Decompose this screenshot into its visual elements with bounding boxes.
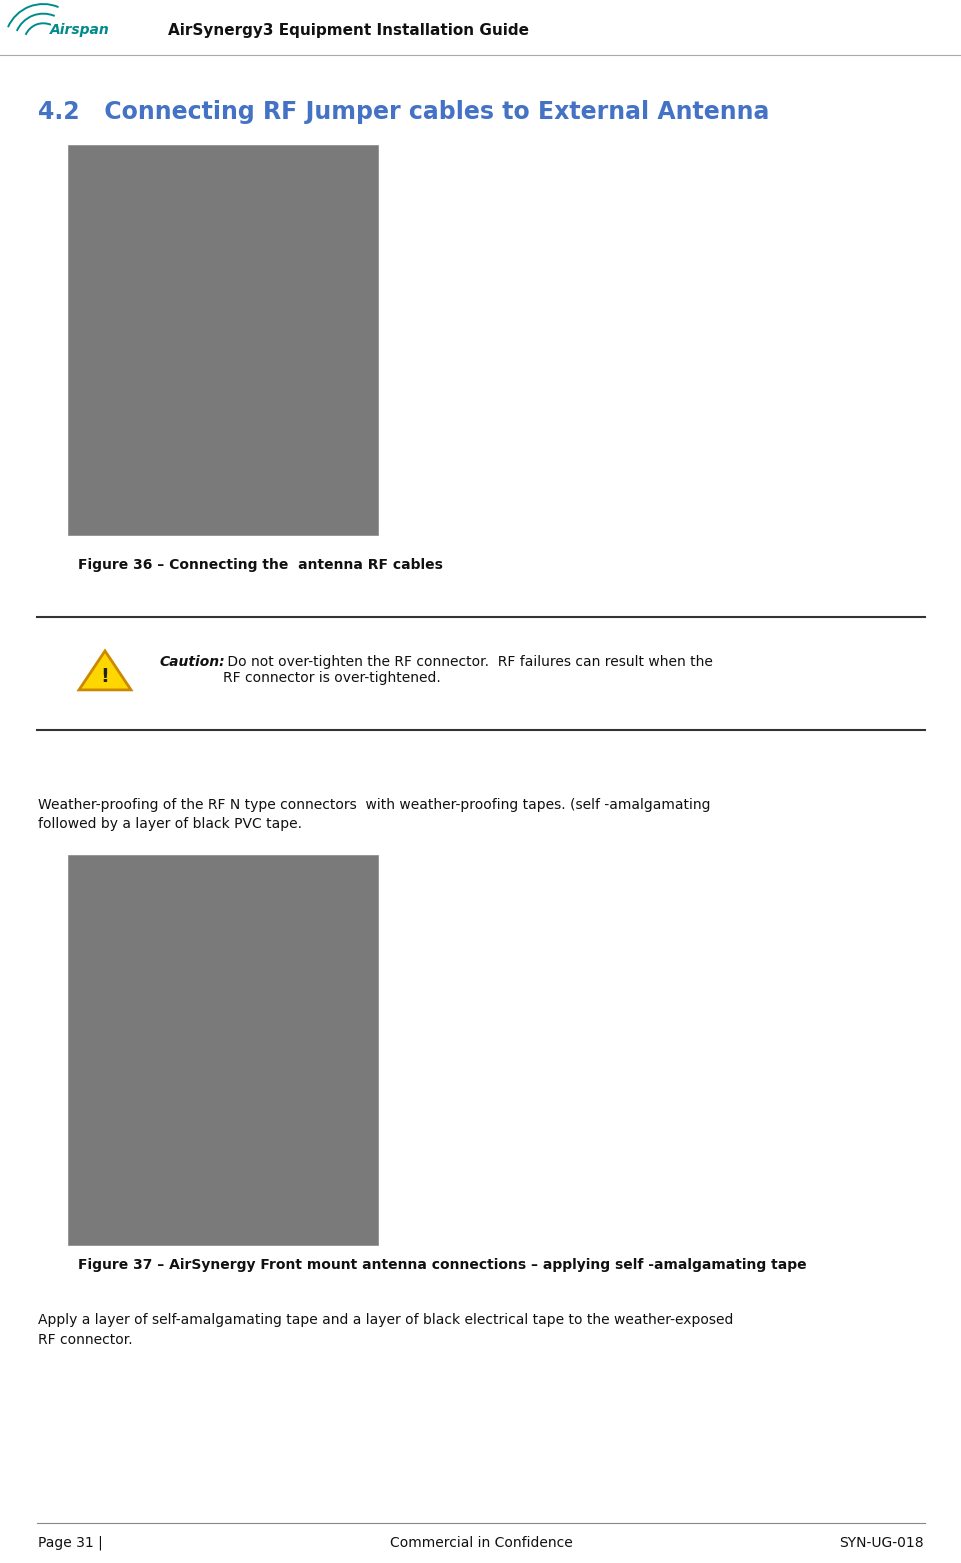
Text: Commercial in Confidence: Commercial in Confidence	[389, 1536, 572, 1550]
Text: Do not over-tighten the RF connector.  RF failures can result when the
RF connec: Do not over-tighten the RF connector. RF…	[222, 655, 712, 685]
Text: SYN-UG-018: SYN-UG-018	[839, 1536, 923, 1550]
Text: AirSynergy3 Equipment Installation Guide: AirSynergy3 Equipment Installation Guide	[168, 22, 529, 38]
Text: Figure 37 – AirSynergy Front mount antenna connections – applying self -amalgama: Figure 37 – AirSynergy Front mount anten…	[78, 1258, 805, 1272]
Text: 4.2   Connecting RF Jumper cables to External Antenna: 4.2 Connecting RF Jumper cables to Exter…	[38, 100, 769, 123]
Text: Figure 36 – Connecting the  antenna RF cables: Figure 36 – Connecting the antenna RF ca…	[78, 558, 442, 572]
Text: Apply a layer of self-amalgamating tape and a layer of black electrical tape to : Apply a layer of self-amalgamating tape …	[38, 1313, 732, 1346]
Text: !: !	[101, 667, 110, 686]
Bar	[68, 145, 378, 535]
Polygon shape	[79, 650, 131, 689]
Text: Weather-proofing of the RF N type connectors  with weather-proofing tapes. (self: Weather-proofing of the RF N type connec…	[38, 799, 710, 832]
Text: Airspan: Airspan	[50, 23, 110, 38]
Text: Caution:: Caution:	[160, 655, 226, 669]
Text: Page 31 |: Page 31 |	[38, 1536, 103, 1550]
Bar	[68, 855, 378, 1246]
